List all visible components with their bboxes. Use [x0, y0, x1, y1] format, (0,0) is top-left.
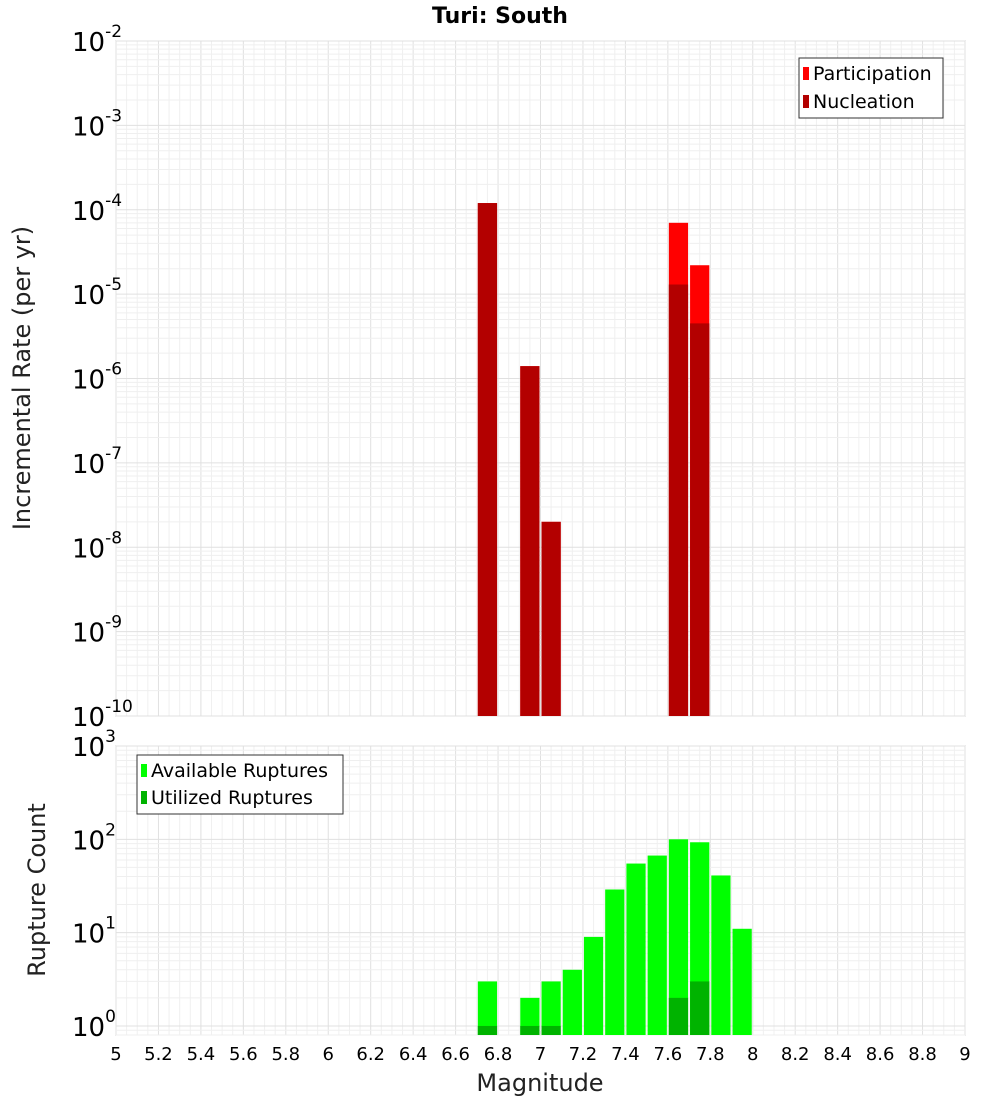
x-tick-label: 8.8: [908, 1044, 937, 1065]
count-bar-available-ruptures: [562, 969, 582, 1035]
count-bar-utilized-ruptures: [477, 1025, 498, 1035]
rate-y-tick-label: 10-6: [72, 360, 122, 396]
rate-y-tick-label: 10-9: [72, 613, 122, 649]
count-bar-utilized-ruptures: [668, 997, 689, 1035]
x-tick-label: 6.4: [399, 1044, 428, 1065]
rate-y-ticks: 10-10 10-9 10-8 10-7 10-6 10-5 10-4 10-3 10-2: [72, 22, 133, 733]
legend-label-nucleation: Nucleation: [813, 91, 915, 113]
count-legend: Available Ruptures Utilized Ruptures: [136, 754, 344, 815]
rate-bar-nucleation: [520, 366, 540, 716]
legend-label-participation: Participation: [813, 63, 932, 85]
count-legend-box: [136, 754, 344, 815]
x-tick-label: 6.8: [484, 1044, 513, 1065]
x-tick-label: 8.6: [866, 1044, 895, 1065]
count-bar-available-ruptures: [520, 997, 540, 1035]
x-tick-label: 6.6: [441, 1044, 470, 1065]
x-ticks: 5 5.2 5.4 5.6 5.8 6 6.2 6.4 6.6 6.8 7 7.2 7.4 7.6 7.8 8…: [110, 1044, 970, 1065]
x-tick-label: 5.6: [229, 1044, 258, 1065]
rate-grid: [115, 40, 966, 717]
count-y-tick-label: 103: [72, 727, 116, 763]
x-tick-label: 8: [747, 1044, 758, 1065]
x-tick-label: 8.4: [823, 1044, 852, 1065]
count-y-axis-label: Rupture Count: [23, 803, 51, 977]
rate-y-tick-label: 10-7: [72, 444, 122, 480]
count-bars: [477, 839, 752, 1035]
rate-y-tick-label: 10-10: [72, 697, 133, 733]
rate-bar-nucleation: [668, 284, 689, 716]
x-tick-label: 6: [323, 1044, 334, 1065]
legend-label-utilized: Utilized Ruptures: [151, 787, 313, 809]
count-y-ticks: 100 101 102 103: [72, 727, 116, 1043]
count-bar-utilized-ruptures: [690, 981, 710, 1035]
rate-y-tick-label: 10-4: [72, 191, 122, 227]
x-tick-label: 8.2: [781, 1044, 810, 1065]
count-bar-available-ruptures: [668, 839, 689, 1035]
rate-y-tick-label: 10-5: [72, 275, 122, 311]
rate-bar-nucleation: [541, 521, 561, 716]
x-tick-label: 7.6: [654, 1044, 683, 1065]
rate-y-tick-label: 10-8: [72, 528, 122, 564]
count-bar-available-ruptures: [732, 928, 752, 1035]
rate-y-tick-label: 10-3: [72, 106, 122, 142]
x-tick-label: 7.8: [696, 1044, 725, 1065]
count-bar-utilized-ruptures: [541, 1025, 561, 1035]
count-bar-available-ruptures: [626, 863, 646, 1035]
count-bar-available-ruptures: [605, 889, 625, 1035]
x-tick-label: 5.4: [187, 1044, 216, 1065]
count-bar-available-ruptures: [477, 981, 498, 1035]
legend-swatch-participation: [803, 67, 809, 80]
rate-legend: Participation Nucleation: [798, 57, 944, 119]
x-tick-label: 7.2: [569, 1044, 598, 1065]
x-tick-label: 7.4: [611, 1044, 640, 1065]
legend-swatch-utilized: [141, 791, 147, 804]
count-plot: 100 101 102 103 5 5.2 5.4 5.6 5.8 6 6.2 6.4 6.6 6.8 7…: [23, 727, 971, 1097]
legend-swatch-available: [141, 764, 147, 777]
x-tick-label: 6.2: [356, 1044, 385, 1065]
count-bar-available-ruptures: [647, 855, 667, 1035]
rate-y-tick-label: 10-2: [72, 22, 122, 58]
legend-swatch-nucleation: [803, 95, 809, 108]
x-tick-label: 9: [959, 1044, 970, 1065]
chart-title: Turi: South: [432, 4, 568, 29]
rate-bars: [477, 203, 710, 716]
count-bar-available-ruptures: [541, 981, 561, 1035]
x-tick-label: 7: [535, 1044, 546, 1065]
count-bar-available-ruptures: [711, 875, 731, 1035]
legend-label-available: Available Ruptures: [151, 760, 328, 782]
rate-y-axis-label: Incremental Rate (per yr): [8, 226, 36, 530]
count-y-tick-label: 101: [72, 914, 116, 950]
x-tick-label: 5.8: [271, 1044, 300, 1065]
rate-bar-nucleation: [690, 323, 710, 716]
rate-plot: 10-10 10-9 10-8 10-7 10-6 10-5 10-4 10-3 10-2 In…: [8, 22, 966, 733]
count-y-tick-label: 100: [72, 1007, 116, 1043]
x-tick-label: 5: [110, 1044, 121, 1065]
rate-bar-nucleation: [477, 203, 498, 716]
count-y-tick-label: 102: [72, 820, 116, 856]
x-tick-label: 5.2: [144, 1044, 173, 1065]
count-bar-utilized-ruptures: [520, 1025, 540, 1035]
count-bar-available-ruptures: [583, 936, 604, 1035]
rate-legend-box: [798, 57, 944, 119]
x-axis-label: Magnitude: [476, 1069, 603, 1097]
